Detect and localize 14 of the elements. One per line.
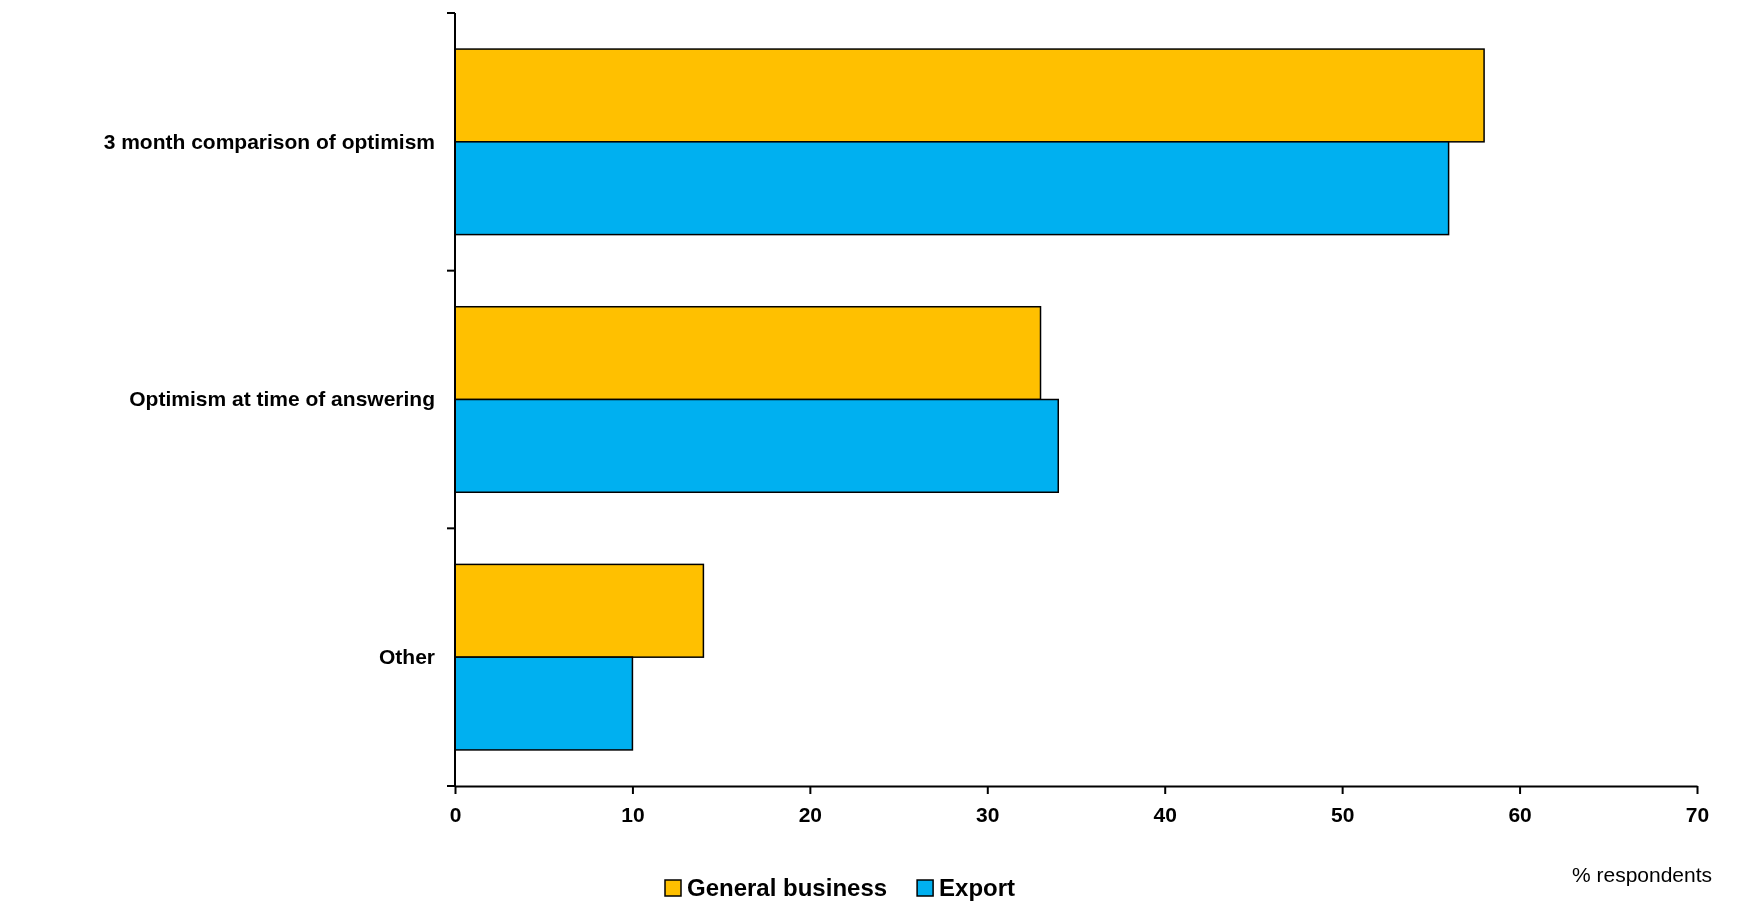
y-tick-label: 3 month comparison of optimism [103, 129, 435, 153]
y-tick-label: Optimism at time of answering [129, 387, 435, 411]
x-tick-label: 30 [976, 803, 1000, 827]
x-tick-label: 50 [1330, 803, 1355, 827]
x-tick-label: 60 [1508, 803, 1532, 827]
x-tick-label: 20 [798, 803, 823, 827]
x-axis-title: % respondents [1571, 863, 1713, 886]
x-tick-label: 70 [1685, 803, 1710, 827]
x-tick-label: 10 [621, 803, 645, 827]
x-tick-label: 40 [1153, 803, 1177, 827]
legend-label: Export [939, 874, 1016, 901]
y-tick-label: Other [378, 644, 435, 668]
legend-label: General business [687, 874, 888, 901]
x-tick-label: 0 [449, 803, 462, 827]
